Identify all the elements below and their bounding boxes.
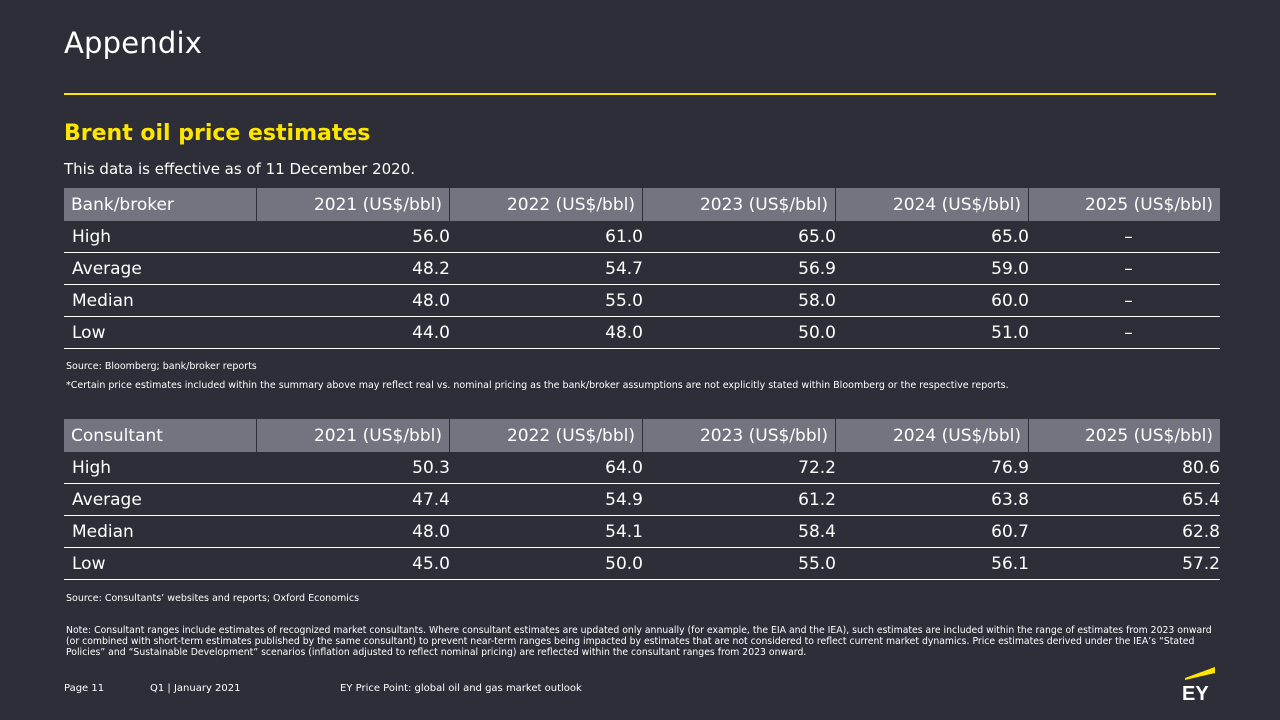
- column-header: 2021 (US$/bbl): [257, 188, 450, 221]
- table-row: High 56.0 61.0 65.0 65.0 –: [64, 221, 1220, 253]
- bank-footnote: *Certain price estimates included within…: [66, 380, 1009, 391]
- column-header: 2024 (US$/bbl): [836, 419, 1029, 452]
- table-cell: 58.0: [643, 285, 836, 317]
- table-cell: 60.0: [836, 285, 1029, 317]
- table-cell: 65.0: [643, 221, 836, 253]
- table-cell: –: [1029, 253, 1220, 285]
- table-header-row: Bank/broker 2021 (US$/bbl) 2022 (US$/bbl…: [64, 188, 1220, 221]
- table-cell: 47.4: [257, 484, 450, 516]
- table-row: Low 44.0 48.0 50.0 51.0 –: [64, 317, 1220, 349]
- row-label: Low: [64, 317, 257, 349]
- table-cell: 48.0: [450, 317, 643, 349]
- table-cell: 61.0: [450, 221, 643, 253]
- column-header: 2024 (US$/bbl): [836, 188, 1029, 221]
- page-title: Appendix: [64, 26, 203, 60]
- table-cell: 51.0: [836, 317, 1029, 349]
- column-header: 2022 (US$/bbl): [450, 419, 643, 452]
- column-header: 2021 (US$/bbl): [257, 419, 450, 452]
- table-cell: 45.0: [257, 548, 450, 580]
- table-cell: –: [1029, 317, 1220, 349]
- table-row: Average 47.4 54.9 61.2 63.8 65.4: [64, 484, 1220, 516]
- row-label: Median: [64, 516, 257, 548]
- table-cell: 56.9: [643, 253, 836, 285]
- bank-source-note: Source: Bloomberg; bank/broker reports: [66, 361, 257, 372]
- table-cell: 62.8: [1029, 516, 1220, 548]
- table-cell: –: [1029, 221, 1220, 253]
- column-header: 2023 (US$/bbl): [643, 419, 836, 452]
- footer-page-number: Page 11: [64, 683, 105, 694]
- table-cell: 48.0: [257, 285, 450, 317]
- column-header: 2025 (US$/bbl): [1029, 419, 1220, 452]
- table-cell: 50.3: [257, 452, 450, 484]
- table-cell: 44.0: [257, 317, 450, 349]
- row-label: Average: [64, 484, 257, 516]
- ey-logo-icon: EY: [1181, 664, 1217, 705]
- table-cell: 64.0: [450, 452, 643, 484]
- table-cell: 50.0: [643, 317, 836, 349]
- table-cell: 65.0: [836, 221, 1029, 253]
- row-label: Average: [64, 253, 257, 285]
- bank-broker-table: Bank/broker 2021 (US$/bbl) 2022 (US$/bbl…: [64, 188, 1220, 349]
- table-cell: 56.1: [836, 548, 1029, 580]
- table-cell: 65.4: [1029, 484, 1220, 516]
- table-cell: 76.9: [836, 452, 1029, 484]
- table-cell: 54.9: [450, 484, 643, 516]
- table-header-row: Consultant 2021 (US$/bbl) 2022 (US$/bbl)…: [64, 419, 1220, 452]
- consultant-source-note: Source: Consultants’ websites and report…: [66, 593, 360, 604]
- table-cell: 63.8: [836, 484, 1029, 516]
- table-cell: 50.0: [450, 548, 643, 580]
- table-cell: 55.0: [450, 285, 643, 317]
- table-cell: 60.7: [836, 516, 1029, 548]
- row-label: Median: [64, 285, 257, 317]
- table-row: Median 48.0 54.1 58.4 60.7 62.8: [64, 516, 1220, 548]
- table-cell: 54.1: [450, 516, 643, 548]
- table-cell: 61.2: [643, 484, 836, 516]
- effective-date-text: This data is effective as of 11 December…: [64, 160, 416, 178]
- table-cell: 55.0: [643, 548, 836, 580]
- title-divider: [64, 93, 1216, 95]
- column-header: 2025 (US$/bbl): [1029, 188, 1220, 221]
- table-row: Median 48.0 55.0 58.0 60.0 –: [64, 285, 1220, 317]
- table-row: High 50.3 64.0 72.2 76.9 80.6: [64, 452, 1220, 484]
- table-row: Low 45.0 50.0 55.0 56.1 57.2: [64, 548, 1220, 580]
- footer-quarter: Q1 | January 2021: [150, 683, 241, 694]
- row-label: Low: [64, 548, 257, 580]
- table-row: Average 48.2 54.7 56.9 59.0 –: [64, 253, 1220, 285]
- table-cell: –: [1029, 285, 1220, 317]
- table-cell: 48.0: [257, 516, 450, 548]
- table-cell: 72.2: [643, 452, 836, 484]
- footer-publication: EY Price Point: global oil and gas marke…: [340, 683, 582, 694]
- row-label: High: [64, 452, 257, 484]
- column-header: Bank/broker: [64, 188, 257, 221]
- column-header: 2022 (US$/bbl): [450, 188, 643, 221]
- table-cell: 54.7: [450, 253, 643, 285]
- table-cell: 58.4: [643, 516, 836, 548]
- consultant-note: Note: Consultant ranges include estimate…: [66, 625, 1212, 658]
- row-label: High: [64, 221, 257, 253]
- table-cell: 57.2: [1029, 548, 1220, 580]
- column-header: Consultant: [64, 419, 257, 452]
- section-title: Brent oil price estimates: [64, 121, 371, 146]
- ey-logo-text: EY: [1182, 683, 1209, 702]
- table-cell: 48.2: [257, 253, 450, 285]
- table-cell: 80.6: [1029, 452, 1220, 484]
- consultant-table: Consultant 2021 (US$/bbl) 2022 (US$/bbl)…: [64, 419, 1220, 580]
- column-header: 2023 (US$/bbl): [643, 188, 836, 221]
- table-cell: 59.0: [836, 253, 1029, 285]
- table-cell: 56.0: [257, 221, 450, 253]
